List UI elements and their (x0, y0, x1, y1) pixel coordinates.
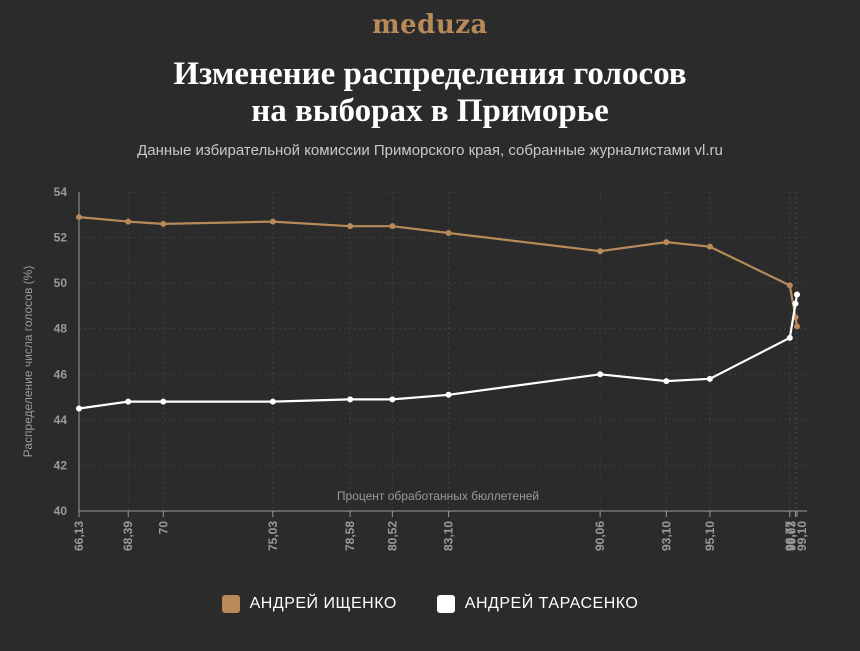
y-tick-label: 48 (54, 322, 68, 336)
series-line-0 (78, 216, 799, 327)
y-tick-label: 50 (54, 276, 68, 290)
x-tick-label: 83,10 (442, 521, 456, 551)
data-point (389, 396, 396, 403)
x-tick-label: 80,52 (385, 521, 399, 551)
legend-label-ishchenko: АНДРЕЙ ИЩЕНКО (249, 595, 397, 612)
legend-swatch-tarasenko (436, 595, 455, 613)
data-point (76, 405, 82, 412)
data-point (597, 248, 604, 255)
x-tick-label: 66,13 (72, 521, 86, 551)
data-point (706, 243, 713, 250)
data-point (663, 378, 670, 385)
data-point (786, 282, 793, 289)
data-point (269, 398, 276, 405)
data-point (794, 291, 800, 298)
data-point (792, 300, 799, 307)
x-tick-label: 68,39 (121, 521, 135, 551)
data-point (389, 223, 396, 230)
x-tick-label: 75,03 (266, 521, 280, 551)
legend-item-tarasenko: АНДРЕЙ ТАРАСЕНКО (436, 595, 639, 613)
data-point (347, 223, 354, 230)
data-point (76, 214, 82, 221)
data-point (125, 398, 132, 405)
x-tick-label: 95,10 (703, 521, 717, 551)
x-tick-label: 98,77 (783, 521, 797, 551)
x-tick-label: 70 (156, 521, 170, 535)
data-point (794, 323, 800, 330)
x-tick-label: 93,10 (659, 521, 673, 551)
legend-label-tarasenko: АНДРЕЙ ТАРАСЕНКО (464, 595, 639, 612)
chart-title: Изменение распределения голосов на выбор… (0, 56, 860, 130)
x-tick-label: 90,06 (593, 521, 607, 551)
chart-subtitle: Данные избирательной комиссии Приморског… (137, 142, 723, 159)
y-tick-label: 52 (54, 231, 68, 245)
data-point (597, 371, 604, 378)
data-point (663, 239, 670, 246)
data-point (160, 398, 167, 405)
data-point (160, 220, 167, 227)
legend: АНДРЕЙ ИЩЕНКО АНДРЕЙ ТАРАСЕНКО (0, 595, 860, 613)
y-tick-label: 44 (54, 413, 68, 427)
y-tick-label: 46 (54, 367, 68, 381)
data-point (445, 391, 452, 398)
data-point (706, 375, 713, 382)
data-point (347, 396, 354, 403)
legend-item-ishchenko: АНДРЕЙ ИЩЕНКО (221, 595, 397, 613)
data-point (125, 218, 132, 225)
chart-title-line-1: Изменение распределения голосов (173, 56, 687, 92)
x-tick-label: 99,03 (784, 521, 798, 551)
y-tick-label: 40 (54, 504, 68, 518)
data-point (269, 218, 276, 225)
y-tick-label: 54 (54, 185, 68, 199)
x-tick-label: 99,10 (795, 521, 809, 551)
data-point (786, 334, 793, 341)
y-tick-label: 42 (54, 458, 68, 472)
x-axis-label: Процент обработанных бюллетеней (337, 489, 539, 503)
series-line-1 (78, 294, 799, 410)
y-axis-label: Распределение числа голосов (%) (21, 266, 35, 458)
legend-swatch-ishchenko (221, 595, 240, 613)
meduza-logo: meduza (372, 10, 488, 40)
data-point (445, 230, 452, 237)
chart-title-line-2: на выборах в Приморье (251, 93, 609, 129)
x-tick-label: 78,58 (343, 521, 357, 551)
